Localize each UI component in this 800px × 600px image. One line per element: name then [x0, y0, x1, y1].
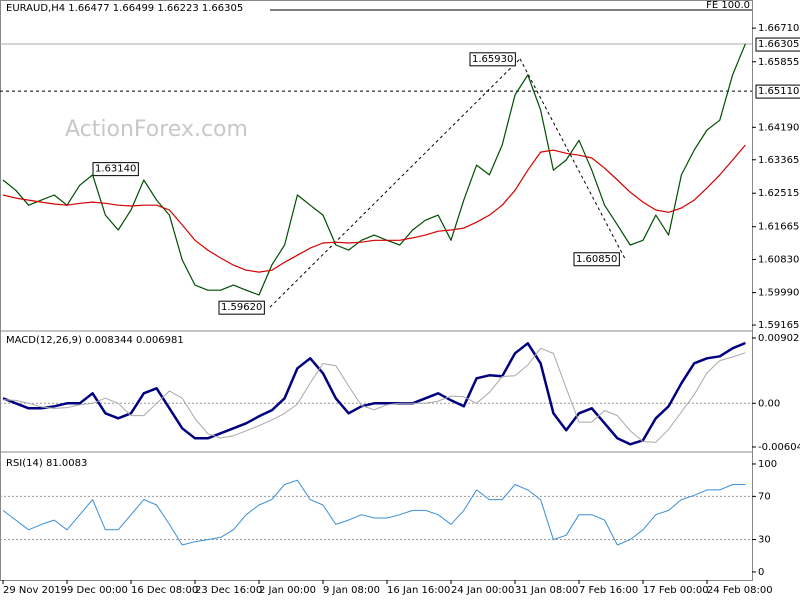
- y-tick-label: 1.61665: [758, 222, 799, 233]
- y-tick-label: 1.60830: [758, 255, 799, 266]
- annotation-label: 1.59620: [221, 302, 262, 313]
- x-tick-label: 9 Dec 00:00: [67, 585, 128, 596]
- series-line: [2, 347, 746, 443]
- y-tick-label: 1.63365: [758, 155, 799, 166]
- y-tick-label: 70: [758, 491, 771, 502]
- panel-title: RSI(14) 81.0083: [6, 458, 87, 469]
- y-tick-label: 100: [758, 459, 777, 470]
- x-tick-label: 2 Jan 00:00: [259, 585, 316, 596]
- price-line-label: 1.65110: [758, 86, 799, 97]
- x-tick-label: 23 Dec 16:00: [195, 585, 262, 596]
- label-box: [755, 84, 800, 99]
- x-tick-label: 16 Dec 08:00: [131, 585, 198, 596]
- annotation-label: 1.65930: [472, 54, 513, 65]
- label-box: [218, 300, 265, 315]
- label-box: [573, 252, 620, 267]
- panel-title: EURAUD,H4 1.66477 1.66499 1.66223 1.6630…: [6, 3, 243, 14]
- y-tick-label: 0: [758, 567, 764, 578]
- y-tick-label: -0.006042: [758, 442, 800, 453]
- y-tick-label: 1.59990: [758, 288, 799, 299]
- annotation-label: 1.63140: [95, 164, 136, 175]
- y-tick-label: 1.66710: [758, 23, 799, 34]
- series-line: [2, 144, 746, 273]
- y-tick-label: 0.00: [758, 398, 780, 409]
- x-tick-label: 17 Feb 00:00: [643, 585, 709, 596]
- frame: [0, 0, 753, 581]
- label-box: [92, 162, 139, 177]
- label-box: [469, 52, 516, 67]
- pivot-line: [269, 58, 521, 308]
- x-tick-label: 24 Feb 08:00: [707, 585, 773, 596]
- y-tick-label: 1.59165: [758, 320, 799, 331]
- x-tick-label: 29 Nov 2019: [3, 585, 67, 596]
- x-tick-label: 7 Feb 16:00: [579, 585, 638, 596]
- x-tick-label: 16 Jan 16:00: [387, 585, 450, 596]
- y-tick-label: 0.009029: [758, 333, 800, 344]
- y-tick-label: 1.62515: [758, 188, 799, 199]
- annotation-label: 1.60850: [576, 254, 617, 265]
- x-tick-label: 9 Jan 08:00: [323, 585, 380, 596]
- watermark: ActionForex.com: [65, 117, 248, 142]
- y-tick-label: 1.64190: [758, 122, 799, 133]
- series-line: [2, 479, 746, 546]
- fe-label: FE 100.0: [706, 0, 750, 11]
- series-line: [2, 341, 746, 446]
- panel-title: MACD(12,26,9) 0.008344 0.006981: [6, 335, 184, 346]
- x-tick-label: 31 Jan 08:00: [515, 585, 578, 596]
- y-tick-label: 30: [758, 535, 771, 546]
- x-tick-label: 24 Jan 00:00: [451, 585, 514, 596]
- y-tick-label: 1.65855: [758, 57, 799, 68]
- series-line: [2, 43, 746, 296]
- pivot-line: [519, 58, 626, 259]
- label-box: [755, 37, 800, 52]
- price-line-label: 1.66305: [758, 39, 799, 50]
